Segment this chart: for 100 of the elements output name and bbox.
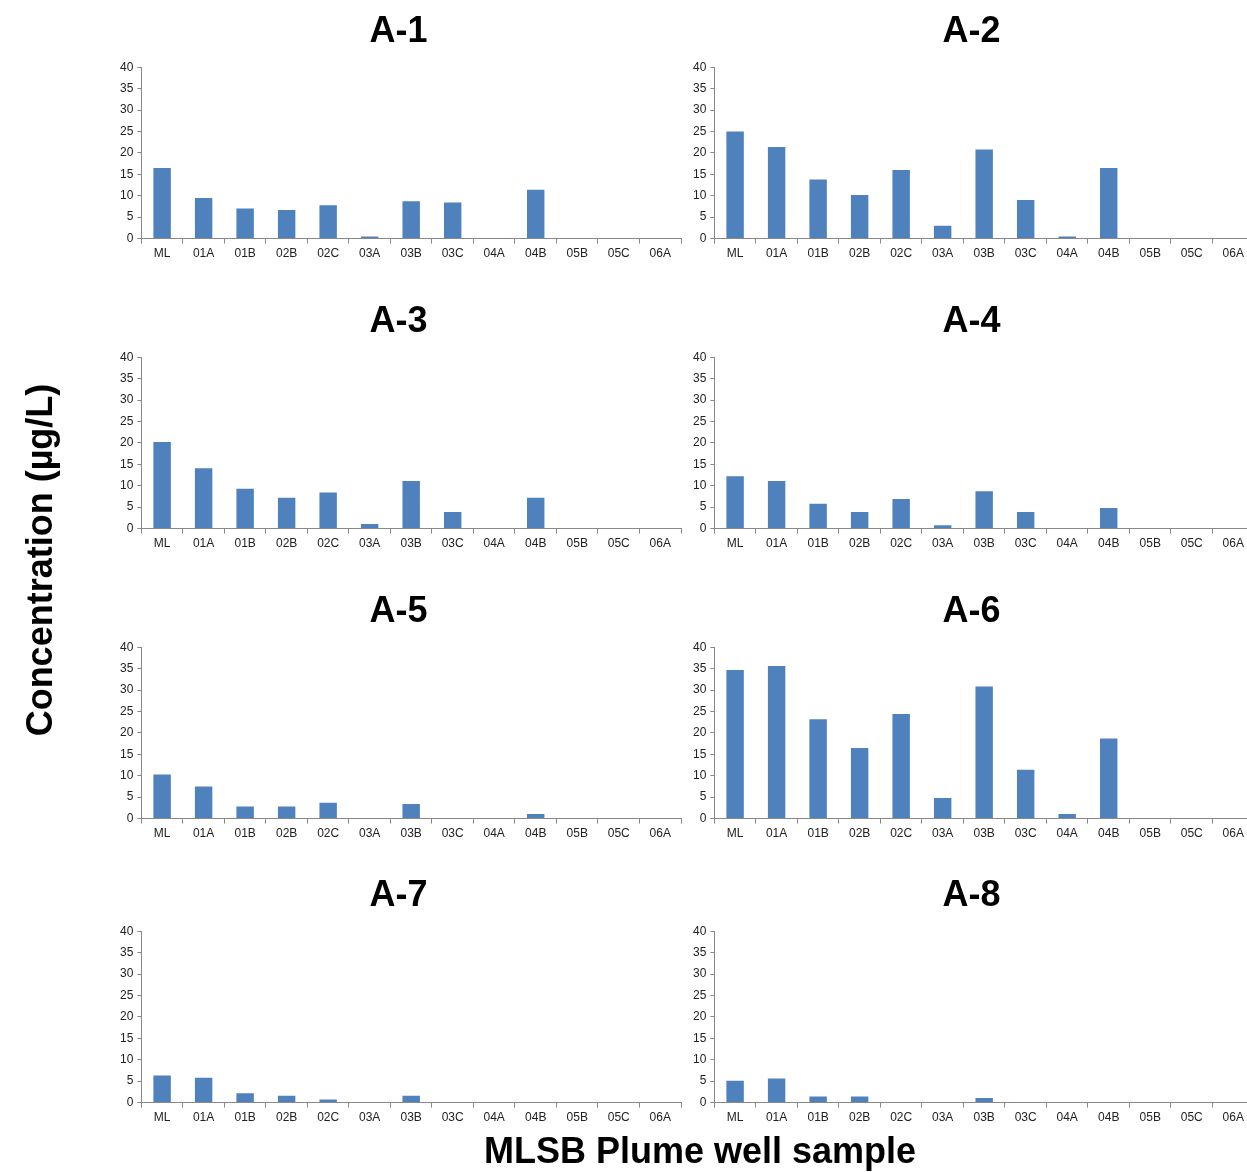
x-tick-label: ML [726,246,744,261]
y-tick-label: 35 [119,660,134,675]
bar [402,481,420,529]
bar [194,1077,213,1103]
x-tick-label: 05C [607,536,631,551]
x-tick-label: 06A [1222,826,1244,841]
x-tick-label: 01B [234,826,256,841]
y-tick-label: 10 [119,1052,134,1067]
x-tick-label: ML [726,536,744,551]
bar [975,1097,993,1103]
bar [319,205,337,239]
y-tick-label: 25 [692,123,707,138]
x-tick-label: 05C [1180,826,1204,841]
x-tick-label: 02B [848,246,871,261]
x-tick-label: 04B [525,1110,547,1125]
x-tick-label: 04B [1098,246,1120,261]
x-tick-label: 05C [1180,246,1204,261]
x-tick-label: 03C [1014,246,1038,261]
bar [1016,200,1035,239]
chart-title: A-3 [369,298,428,340]
bar [726,1080,744,1103]
x-tick-label: ML [153,536,171,551]
y-tick-label: 0 [699,520,707,535]
bar [153,774,171,819]
y-tick-label: 35 [692,944,707,959]
x-tick-label: 04A [483,536,505,551]
bar [526,189,545,239]
y-tick-label: 40 [692,639,707,654]
x-tick-label: 05B [1139,246,1161,261]
y-tick-label: 0 [126,1094,134,1109]
x-tick-label: 02C [890,826,913,841]
bar [850,511,869,529]
x-tick-label: 01A [192,246,215,261]
chart-title: A-2 [942,8,1001,50]
x-tick-label: 04B [1098,826,1120,841]
x-tick-label: 06A [649,826,671,841]
x-tick-label: 02B [275,1110,298,1125]
bar [443,511,462,529]
x-tick-label: 01A [765,1110,788,1125]
y-axis-title: Concentration (µg/L) [18,382,61,739]
y-tick-label: 30 [119,966,134,981]
y-tick-label: 25 [692,703,707,718]
bar [809,1096,827,1103]
y-tick-label: 30 [692,682,707,697]
y-tick-label: 5 [699,499,707,514]
x-tick-label: 03C [441,246,465,261]
x-tick-label: 02B [848,826,871,841]
y-tick-label: 20 [119,1009,134,1024]
x-tick-label: 03C [1014,1110,1038,1125]
x-tick-label: 02B [848,536,871,551]
x-tick-label: 04B [1098,536,1120,551]
x-tick-label: 05B [566,826,588,841]
x-tick-label: 03B [400,826,422,841]
y-tick-label: 35 [119,944,134,959]
x-tick-label: 03C [1014,536,1038,551]
bar [975,491,993,529]
x-tick-label: 06A [1222,1110,1244,1125]
y-tick-label: 10 [692,768,707,783]
y-tick-label: 25 [119,987,134,1002]
x-tick-label: 03A [358,536,381,551]
x-tick-label: 03A [358,1110,381,1125]
chart-title: A-6 [942,588,1001,630]
y-tick-label: 15 [692,456,707,471]
x-tick-label: 04A [1056,826,1078,841]
bar [277,497,296,529]
x-tick-label: 02C [317,1110,340,1125]
bar [975,149,993,239]
y-tick-label: 25 [692,987,707,1002]
y-tick-label: 15 [119,746,134,761]
x-tick-label: 04A [1056,246,1078,261]
x-tick-label: 02B [275,826,298,841]
x-tick-label: 05B [566,246,588,261]
y-tick-label: 5 [699,1073,707,1088]
x-tick-label: 06A [649,536,671,551]
y-tick-label: 40 [119,639,134,654]
y-tick-label: 35 [692,370,707,385]
y-tick-label: 40 [119,923,134,938]
y-tick-label: 40 [692,923,707,938]
y-tick-label: 15 [692,746,707,761]
x-tick-label: 05B [1139,1110,1161,1125]
bar [1016,769,1035,819]
x-tick-label: 03C [441,536,465,551]
x-tick-label: 05C [1180,536,1204,551]
y-tick-label: 5 [126,499,134,514]
y-tick-label: 15 [119,166,134,181]
y-tick-label: 30 [692,966,707,981]
bar [1058,813,1076,819]
x-tick-label: 01B [807,246,829,261]
x-tick-label: 05B [1139,536,1161,551]
bar [726,131,744,239]
bar [236,488,254,529]
x-tick-label: 02B [275,536,298,551]
x-tick-label: 05C [607,246,631,261]
y-tick-label: 35 [119,370,134,385]
x-tick-label: 01B [234,1110,256,1125]
bar [153,167,171,239]
bar [236,806,254,819]
bar [236,208,254,239]
y-tick-label: 5 [126,209,134,224]
y-tick-label: 25 [119,703,134,718]
